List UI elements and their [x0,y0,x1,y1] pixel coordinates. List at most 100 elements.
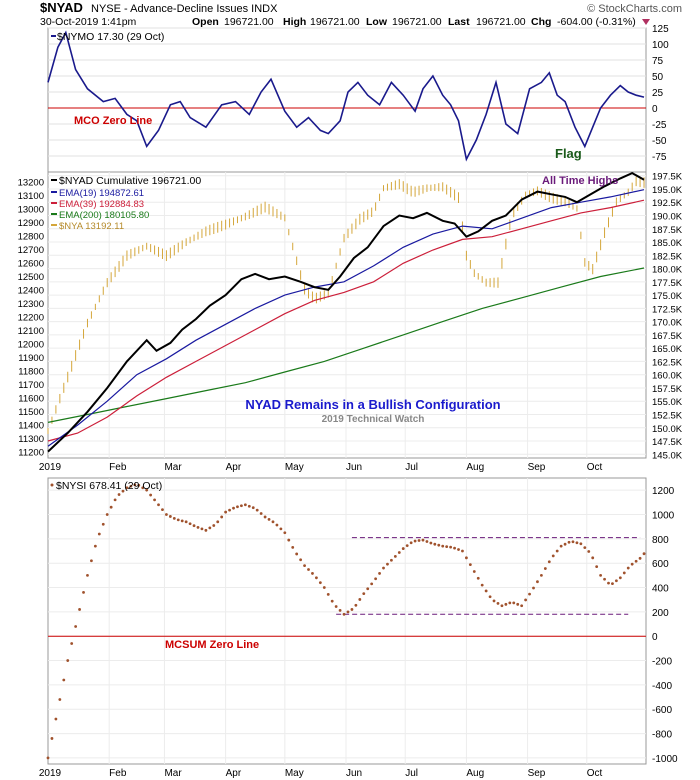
nymo-tick-label: 125 [652,24,669,35]
nysi-point [105,513,109,516]
ema19-legend: EMA(19) 194872.61 [59,188,144,199]
nyad-line [47,171,645,453]
nya-tick-label: 11400 [18,420,44,431]
nysi-point [184,520,188,524]
nysi-point [157,503,160,507]
nysi-point [393,554,397,558]
nysi-point [263,515,267,519]
nysi-point [437,543,441,547]
ema19-line [47,189,645,447]
nysi-point [618,576,622,580]
nysi-point [453,546,456,550]
nysi-point [543,567,547,570]
nysi-tick-label: -1000 [652,754,678,765]
nysi-x-tick-label: Jul [405,768,418,779]
nysi-point [421,538,425,542]
nymo-tick-label: -50 [652,136,667,147]
nysi-point [342,612,346,616]
nysi-point [326,592,330,596]
nysi-point [461,549,464,553]
nya-tick-label: 12500 [18,272,44,283]
nyad-tick-label: 167.5K [652,331,683,342]
nysi-point [78,608,81,611]
nysi-point [318,581,322,585]
nya-tick-label: 12800 [18,231,44,242]
nyad-tick-label: 170.0K [652,318,683,329]
nysi-point [496,601,500,605]
nysi-x-tick-label: Feb [109,768,127,779]
nysi-point [350,608,354,611]
chg-label: Chg [531,16,551,28]
nymo-tick-label: -75 [652,152,667,163]
nysi-point [243,503,247,507]
nysi-point [303,564,306,568]
x-tick-label: Aug [466,462,484,473]
nysi-x-tick-label: Oct [587,768,603,779]
nysi-point [224,510,228,514]
nyad-tick-label: 162.5K [652,357,683,368]
nysi-point [176,518,180,522]
nysi-point [54,717,58,721]
nysi-point [121,489,125,493]
nya-tick-label: 13000 [18,204,44,215]
nysi-tick-label: -800 [652,730,672,741]
nysi-point [168,515,172,518]
nyad-legend: $NYAD Cumulative 196721.00 [59,175,201,187]
nya-tick-label: 11800 [18,366,44,377]
nysi-point [390,558,393,562]
nysi-point [172,517,176,520]
nysi-point [382,566,385,570]
nysi-legend: $NYSI 678.41 (29 Oct) [56,480,162,492]
watermark-annotation: 2019 Technical Watch [322,414,425,425]
nysi-point [579,542,583,546]
nyad-tick-label: 152.5K [652,410,683,421]
nysi-point [50,737,54,740]
nysi-point [559,544,563,548]
x-tick-label: Feb [109,462,127,473]
nymo-tick-label: 50 [652,72,664,83]
nysi-point [117,493,121,496]
nysi-panel [47,477,647,765]
nysi-point [141,486,145,490]
nysi-point [161,508,164,512]
nysi-point [539,573,543,577]
nya-tick-label: 12700 [18,245,44,256]
nysi-point [267,517,271,521]
nysi-point [295,552,299,556]
nysi-x-tick-label: Jun [346,768,362,779]
nysi-point [599,573,603,577]
nysi-point [90,559,93,563]
nysi-point [101,522,105,526]
nysi-point [180,519,184,523]
nya-tick-label: 13200 [18,177,44,188]
nysi-point [66,659,70,662]
mcsum-zero-label: MCSUM Zero Line [165,639,259,651]
nyad-tick-label: 160.0K [652,371,683,382]
nysi-point [251,506,255,510]
nysi-x-tick-label: Mar [164,768,182,779]
nysi-tick-label: -600 [652,705,672,716]
nya-tick-label: 12900 [18,218,44,229]
nysi-tick-label: 200 [652,608,669,619]
nysi-point [630,562,634,566]
headline-annotation: NYAD Remains in a Bullish Configuration [245,397,500,412]
nymo-tick-label: -25 [652,120,667,131]
high-value: 196721.00 [310,16,360,28]
nysi-point [133,483,137,487]
nysi-point [405,544,409,548]
ema39-legend: EMA(39) 192884.83 [59,199,144,210]
nysi-tick-label: 1000 [652,511,675,522]
nyad-tick-label: 177.5K [652,278,683,289]
nysi-point [480,583,484,587]
nysi-point [58,698,62,701]
nysi-point [536,580,539,584]
nysi-point [188,522,192,526]
nya-tick-label: 11700 [18,380,44,391]
nysi-point [488,595,492,599]
nya-tick-label: 12100 [18,326,44,337]
nysi-point [413,539,417,543]
nya-tick-label: 12200 [18,312,44,323]
nysi-point [74,625,78,628]
nyad-tick-label: 172.5K [652,304,683,315]
nyad-tick-label: 157.5K [652,384,683,395]
